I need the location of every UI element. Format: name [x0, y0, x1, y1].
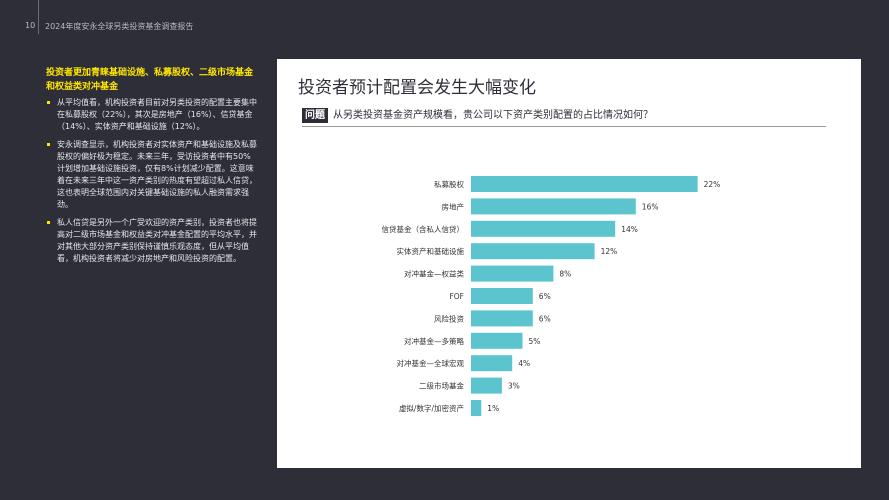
- category-label: 对冲基金—全球宏观: [397, 358, 465, 368]
- value-label: 6%: [539, 314, 551, 323]
- category-label: 对冲基金—权益类: [404, 269, 464, 279]
- bullet-item: 安永调查显示，机构投资者对实体资产和基础设施及私募股权的偏好极为稳定。未来三年，…: [46, 139, 258, 211]
- bar: [471, 377, 502, 394]
- bar: [471, 243, 595, 260]
- value-label: 6%: [539, 292, 551, 301]
- section-heading: 投资者更加青睐基础设施、私募股权、二级市场基金和权益类对冲基金: [46, 68, 254, 92]
- report-title: 2024年度安永全球另类投资基金调查报告: [45, 22, 194, 31]
- value-label: 12%: [601, 247, 618, 256]
- category-label: FOF: [449, 292, 464, 301]
- question-divider: [302, 126, 826, 127]
- category-label: 虚拟/数字/加密资产: [399, 403, 464, 413]
- category-label: 私募股权: [434, 179, 464, 189]
- value-label: 1%: [487, 404, 499, 413]
- bullet-item: 从平均值看，机构投资者目前对另类投资的配置主要集中在私募股权（22%），其次是房…: [46, 97, 258, 133]
- value-label: 14%: [621, 225, 638, 234]
- value-label: 22%: [704, 180, 721, 189]
- bullet-item: 私人信贷是另外一个广受欢迎的资产类别，投资者也将提高对二级市场基金和权益类对冲基…: [46, 217, 258, 265]
- value-label: 3%: [508, 382, 520, 391]
- bar: [471, 310, 533, 327]
- category-label: 信贷基金（含私人信贷）: [382, 224, 465, 234]
- page-number: 10: [25, 21, 36, 30]
- question-badge: 问题: [302, 108, 328, 123]
- chart-title: 投资者预计配置会发生大幅变化: [298, 78, 536, 98]
- bar: [471, 265, 554, 282]
- bar-chart: 私募股权 22% 房地产 16% 信贷基金（含私人信贷） 14% 实体资产和基础设施 12% 对…: [382, 176, 721, 416]
- value-label: 5%: [529, 337, 541, 346]
- value-label: 4%: [518, 359, 530, 368]
- category-label: 风险投资: [434, 313, 464, 323]
- category-label: 房地产: [442, 201, 465, 211]
- category-label: 对冲基金—多策略: [404, 336, 464, 346]
- bar: [471, 355, 513, 372]
- bar: [471, 220, 616, 237]
- bar: [471, 176, 698, 192]
- value-label: 8%: [559, 270, 571, 279]
- category-label: 二级市场基金: [419, 381, 464, 391]
- bar: [471, 288, 533, 304]
- chart-panel: 投资者预计配置会发生大幅变化 问题 从另类投资基金资产规模看，贵公司以下资产类别…: [277, 59, 861, 468]
- question-text: 从另类投资基金资产规模看，贵公司以下资产类别配置的占比情况如何？: [333, 110, 653, 121]
- category-label: 实体资产和基础设施: [397, 246, 465, 256]
- header-divider: [38, 0, 39, 34]
- bar: [471, 400, 482, 416]
- bar: [471, 332, 523, 349]
- bullet-list: 从平均值看，机构投资者目前对另类投资的配置主要集中在私募股权（22%），其次是房…: [46, 97, 258, 271]
- bar: [471, 198, 636, 215]
- value-label: 16%: [642, 202, 659, 211]
